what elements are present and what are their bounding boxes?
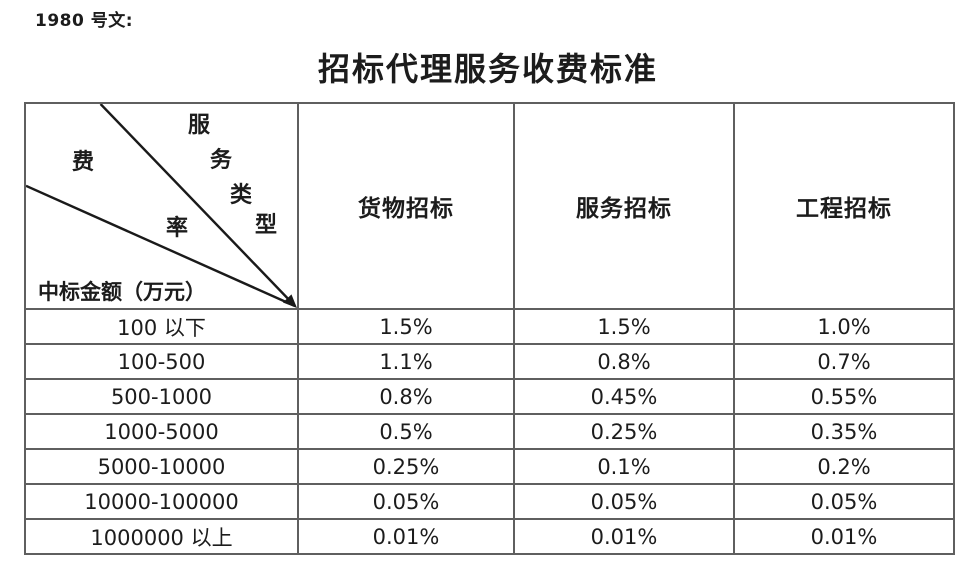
table-row: 1000-5000 0.5% 0.25% 0.35%	[24, 413, 955, 450]
rate-cell: 1.0%	[733, 308, 955, 345]
column-header-goods-bidding: 货物招标	[297, 102, 515, 310]
page-title: 招标代理服务收费标准	[317, 50, 658, 88]
rate-cell: 0.1%	[513, 448, 735, 485]
fee-standard-table: 服 务 类 型 费 率 中标金额（万元） 货物招标 服务招标 工程招标 100 …	[24, 102, 955, 555]
rate-cell: 1.5%	[297, 308, 515, 345]
corner-label-service-type-char: 服	[188, 112, 211, 138]
row-range-cell: 1000000 以上	[24, 518, 299, 555]
row-range-cell: 100-500	[24, 343, 299, 380]
rate-cell: 0.05%	[733, 483, 955, 520]
rate-cell: 0.25%	[297, 448, 515, 485]
doc-number-label: 1980 号文:	[35, 11, 134, 31]
rate-cell: 0.35%	[733, 413, 955, 450]
corner-label-service-type-char: 务	[210, 147, 233, 173]
rate-cell: 0.8%	[513, 343, 735, 380]
corner-label-bid-amount: 中标金额（万元）	[38, 279, 206, 304]
corner-label-service-type-char: 型	[255, 212, 278, 238]
column-header-engineering-bidding: 工程招标	[733, 102, 955, 310]
table-row: 500-1000 0.8% 0.45% 0.55%	[24, 378, 955, 415]
rate-cell: 0.8%	[297, 378, 515, 415]
table-row: 10000-100000 0.05% 0.05% 0.05%	[24, 483, 955, 520]
row-range-cell: 100 以下	[24, 308, 299, 345]
table-row: 100 以下 1.5% 1.5% 1.0%	[24, 308, 955, 345]
row-range-cell: 500-1000	[24, 378, 299, 415]
corner-label-fee-rate-char: 率	[166, 215, 189, 241]
arrowhead-icon	[282, 294, 297, 308]
rate-cell: 1.1%	[297, 343, 515, 380]
rate-cell: 0.2%	[733, 448, 955, 485]
table-row: 100-500 1.1% 0.8% 0.7%	[24, 343, 955, 380]
row-range-cell: 10000-100000	[24, 483, 299, 520]
rate-cell: 1.5%	[513, 308, 735, 345]
column-header-service-bidding: 服务招标	[513, 102, 735, 310]
rate-cell: 0.01%	[513, 518, 735, 555]
row-range-cell: 5000-10000	[24, 448, 299, 485]
rate-cell: 0.05%	[297, 483, 515, 520]
diagonal-corner-cell: 服 务 类 型 费 率 中标金额（万元）	[24, 102, 299, 310]
row-range-cell: 1000-5000	[24, 413, 299, 450]
corner-label-fee-rate-char: 费	[72, 149, 95, 175]
rate-cell: 0.05%	[513, 483, 735, 520]
rate-cell: 0.01%	[297, 518, 515, 555]
table-row: 5000-10000 0.25% 0.1% 0.2%	[24, 448, 955, 485]
rate-cell: 0.25%	[513, 413, 735, 450]
rate-cell: 0.55%	[733, 378, 955, 415]
header-row: 服 务 类 型 费 率 中标金额（万元） 货物招标 服务招标 工程招标	[24, 102, 955, 310]
diagonal-lines-drawing	[26, 104, 297, 308]
table-row: 1000000 以上 0.01% 0.01% 0.01%	[24, 518, 955, 555]
corner-label-service-type-char: 类	[230, 182, 253, 208]
rate-cell: 0.01%	[733, 518, 955, 555]
rate-cell: 0.45%	[513, 378, 735, 415]
rate-cell: 0.7%	[733, 343, 955, 380]
rate-cell: 0.5%	[297, 413, 515, 450]
